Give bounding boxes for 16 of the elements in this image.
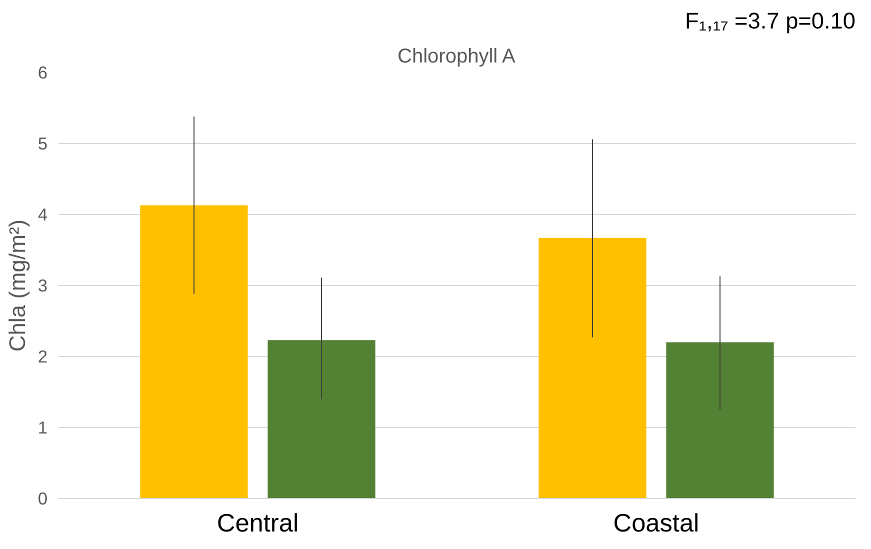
- bar: [666, 342, 774, 498]
- chart-title: Chlorophyll A: [398, 46, 516, 68]
- y-tick-label: 5: [38, 134, 48, 154]
- bar: [140, 205, 248, 498]
- bar: [538, 238, 646, 498]
- y-tick-label: 4: [38, 204, 48, 224]
- y-tick-label: 1: [38, 418, 48, 438]
- x-tick-label: Coastal: [613, 510, 700, 538]
- text: F₁,₁₇ =3.7 p=0.10: [685, 8, 856, 34]
- bar: [268, 340, 376, 498]
- y-tick-label: 2: [38, 346, 48, 366]
- y-tick-label: 6: [38, 62, 48, 82]
- y-axis-title: Chla (mg/m²): [4, 219, 30, 352]
- y-tick-label: 3: [38, 276, 48, 296]
- y-tick-label: 0: [38, 488, 48, 508]
- x-tick-label: Central: [216, 510, 299, 538]
